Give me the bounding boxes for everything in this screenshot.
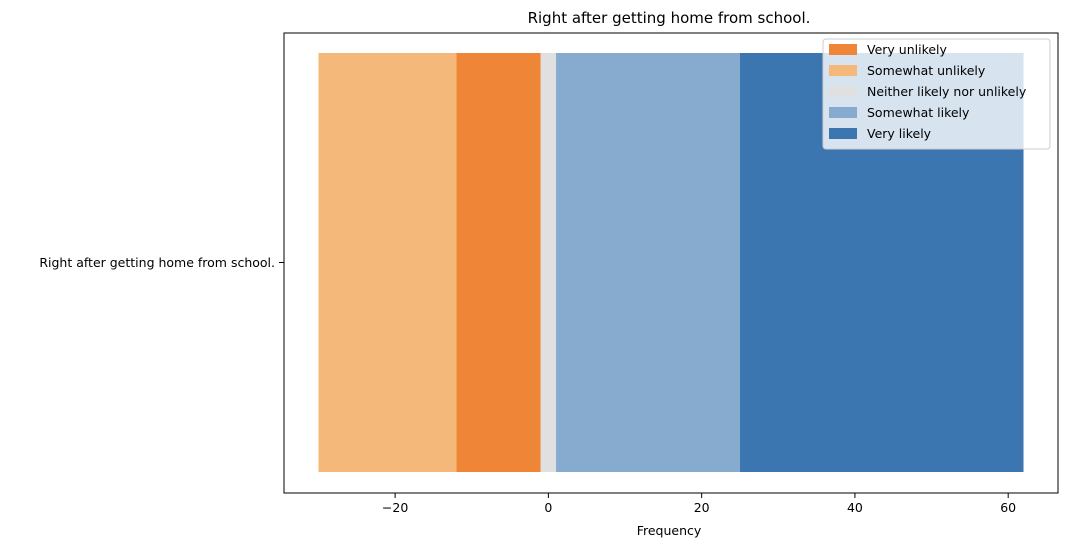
legend-swatch <box>829 86 857 97</box>
bar-segment-neither-likely-nor-unlikely <box>540 53 557 472</box>
legend-label: Somewhat likely <box>867 105 970 120</box>
legend: Very unlikely Somewhat unlikely Neither li… <box>822 38 1051 150</box>
x-tick-label: 20 <box>694 500 710 515</box>
x-tick-label: 60 <box>1000 500 1016 515</box>
legend-label: Very unlikely <box>867 42 948 57</box>
y-tick-label: Right after getting home from school. <box>39 255 275 270</box>
legend-box <box>822 38 1051 150</box>
x-tick-label: 0 <box>544 500 552 515</box>
bar-segment-somewhat-unlikely <box>318 53 457 472</box>
x-tick-label: 40 <box>847 500 863 515</box>
legend-swatch <box>829 128 857 139</box>
legend-swatch <box>829 107 857 118</box>
x-tick-label: −20 <box>382 500 408 515</box>
legend-swatch <box>829 44 857 55</box>
legend-label: Very likely <box>867 126 932 141</box>
chart-title: Right after getting home from school. <box>528 9 811 27</box>
legend-label: Somewhat unlikely <box>867 63 986 78</box>
legend-swatch <box>829 65 857 76</box>
legend-label: Neither likely nor unlikely <box>867 84 1027 99</box>
bar-segment-somewhat-likely <box>556 53 740 472</box>
bar-segment-very-unlikely <box>456 53 541 472</box>
x-axis-label: Frequency <box>637 523 702 538</box>
axes-group: −20 0 20 40 60 Right after getting home from … <box>39 32 1059 515</box>
